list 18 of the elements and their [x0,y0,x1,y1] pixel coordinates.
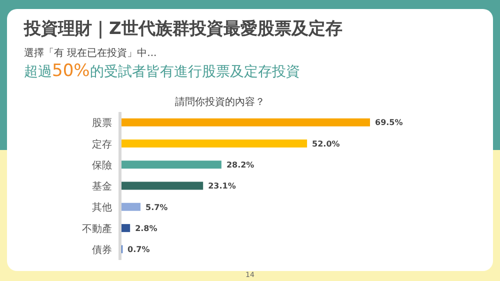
y-tick-label: 股票 [92,118,112,130]
data-label: 5.7% [146,202,168,212]
y-tick-label: 不動產 [82,222,112,235]
data-label: 69.5% [375,118,403,128]
y-tick-label: 債券 [92,244,112,256]
data-label: 23.1% [208,182,236,191]
text: 選擇「有 現在已在投資」中... [24,46,157,60]
data-label: 52.0% [312,139,340,148]
y-tick-label: 其他 [92,202,112,214]
text: 超過50%的受試者皆有進行股票及定存投資 [24,61,300,81]
y-tick-label: 基金 [92,180,112,193]
y-tick-label: 保險 [92,159,112,172]
data-label: 28.2% [226,160,254,170]
data-label: 0.7% [128,245,150,254]
chart-subtitle: 請問你投資的內容？ [174,96,266,109]
chart-title: 投資理財｜Z世代族群投資最愛股票及定存 [24,18,342,40]
y-tick-label: 定存 [92,138,112,150]
data-label: 2.8% [135,224,158,233]
